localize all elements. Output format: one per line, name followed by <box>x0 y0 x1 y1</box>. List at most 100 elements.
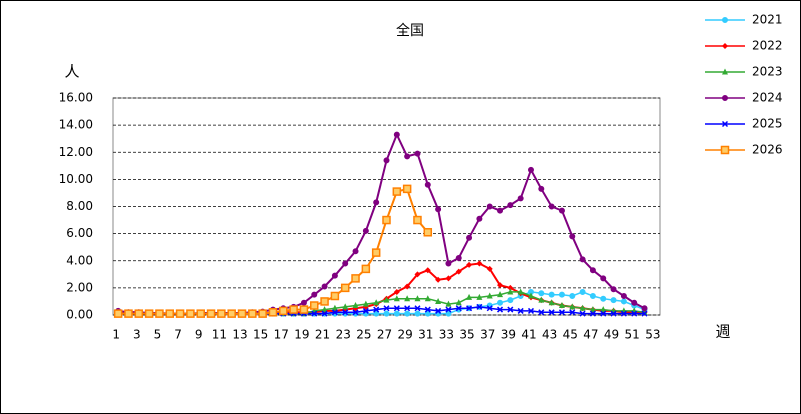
data-point <box>517 307 524 314</box>
data-point <box>289 305 298 314</box>
data-point <box>404 153 411 160</box>
data-point <box>310 301 319 310</box>
data-point <box>404 305 411 312</box>
x-tick-label: 13 <box>232 328 247 342</box>
data-point <box>435 276 442 283</box>
data-point <box>424 295 431 302</box>
data-point <box>600 295 607 302</box>
legend-marker <box>722 68 728 75</box>
data-point <box>641 310 648 317</box>
x-tick-label: 53 <box>645 328 660 342</box>
data-point <box>558 291 565 298</box>
data-point <box>445 275 452 282</box>
data-point <box>227 309 236 318</box>
data-point <box>620 293 627 300</box>
data-point <box>414 271 421 278</box>
legend-marker <box>722 17 728 23</box>
x-tick-label: 5 <box>154 328 162 342</box>
data-point <box>414 305 421 312</box>
data-point <box>392 187 402 196</box>
legend-marker <box>721 120 729 128</box>
data-point <box>538 296 545 303</box>
data-point <box>589 293 596 300</box>
data-point <box>445 310 452 317</box>
data-point <box>476 303 483 310</box>
data-point <box>342 309 349 316</box>
x-tick-label: 25 <box>356 328 371 342</box>
data-point <box>476 293 483 300</box>
data-point <box>631 310 638 317</box>
data-point <box>517 288 524 295</box>
data-point <box>331 309 338 316</box>
legend-label: 2021 <box>752 13 783 27</box>
data-point <box>124 309 133 318</box>
data-point <box>393 131 400 138</box>
data-point <box>600 310 607 317</box>
x-tick-label: 1 <box>112 328 120 342</box>
data-point <box>497 291 504 298</box>
data-point <box>373 310 380 317</box>
data-point <box>589 310 596 317</box>
data-point <box>352 302 359 309</box>
data-point <box>342 260 349 267</box>
legend-marker <box>720 145 730 155</box>
data-point <box>435 307 442 314</box>
x-tick-label: 43 <box>542 328 557 342</box>
data-point <box>424 310 431 317</box>
data-point <box>321 283 328 290</box>
data-point <box>331 304 338 311</box>
data-point <box>507 306 514 313</box>
data-point <box>466 293 473 300</box>
data-point <box>507 297 514 304</box>
data-point <box>330 291 340 301</box>
y-tick-label: 8.00 <box>66 199 93 213</box>
data-point <box>466 305 473 312</box>
data-point <box>279 306 288 316</box>
data-point <box>404 283 411 290</box>
data-point <box>383 310 390 317</box>
data-point <box>155 309 164 318</box>
legend-label: 2022 <box>752 39 783 53</box>
data-point <box>600 275 607 282</box>
y-tick-label: 4.00 <box>66 253 93 267</box>
data-point <box>527 166 534 173</box>
x-tick-label: 39 <box>501 328 516 342</box>
y-tick-label: 14.00 <box>59 118 93 132</box>
y-tick-label: 16.00 <box>59 91 93 105</box>
data-point <box>414 150 421 157</box>
data-point <box>362 300 369 307</box>
data-point <box>569 309 576 316</box>
data-point <box>466 261 473 268</box>
data-point <box>589 306 596 313</box>
data-point <box>476 260 483 267</box>
x-tick-label: 41 <box>521 328 536 342</box>
data-point <box>311 310 318 317</box>
data-point <box>455 299 462 306</box>
x-tick-label: 21 <box>315 328 330 342</box>
data-point <box>393 288 400 295</box>
x-tick-label: 9 <box>195 328 203 342</box>
data-point <box>569 303 576 310</box>
data-point <box>424 181 431 188</box>
data-point <box>342 303 349 310</box>
data-point <box>455 255 462 262</box>
data-point <box>579 310 586 317</box>
data-point <box>548 299 555 306</box>
data-point <box>589 267 596 274</box>
data-point <box>393 295 400 302</box>
data-point <box>383 296 390 303</box>
y-tick-label: 0.00 <box>66 308 93 322</box>
data-point <box>373 306 380 313</box>
data-point <box>548 291 555 298</box>
data-point <box>579 288 586 295</box>
chart-title: 全国 <box>396 22 424 39</box>
data-point <box>497 207 504 214</box>
data-point <box>206 309 216 318</box>
x-tick-label: 7 <box>174 328 182 342</box>
x-tick-label: 23 <box>336 328 351 342</box>
data-point <box>134 309 144 318</box>
data-point <box>496 306 504 313</box>
data-point <box>538 290 545 297</box>
data-point <box>175 309 185 318</box>
